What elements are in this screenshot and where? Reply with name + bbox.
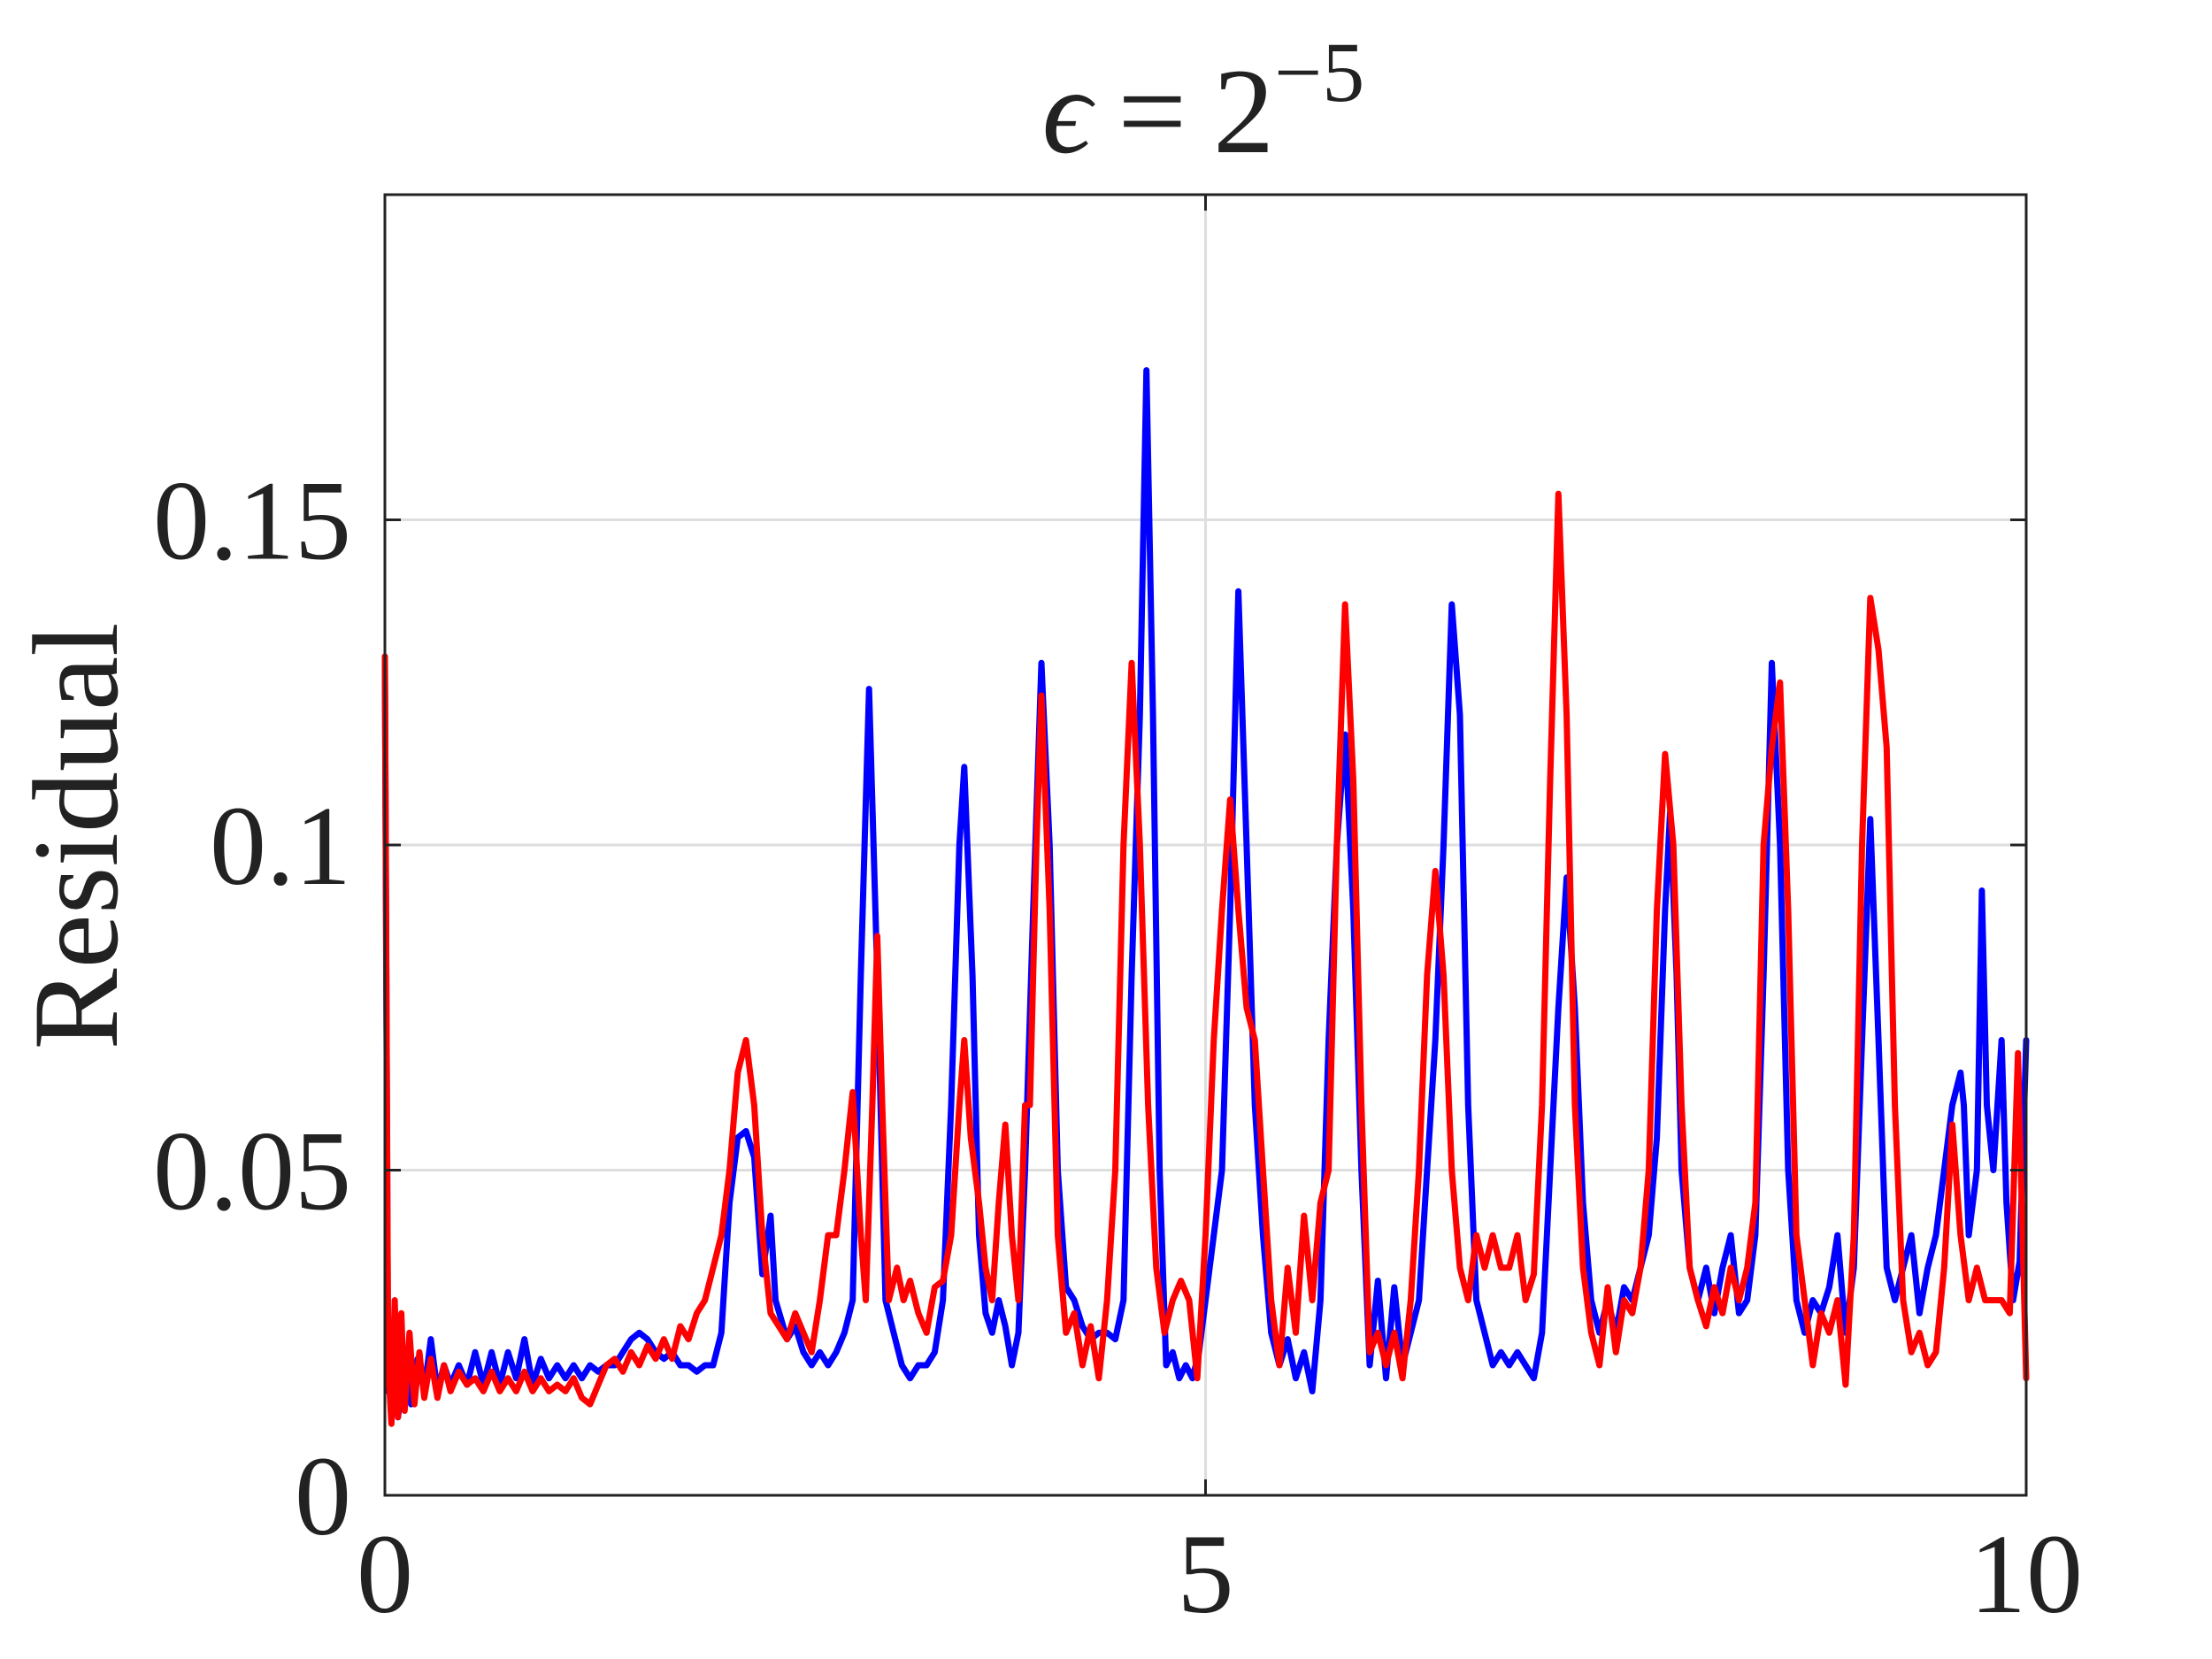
y-tick-label: 0.05 bbox=[153, 1109, 351, 1234]
title-equals: = bbox=[1118, 43, 1187, 179]
y-tick-label: 0.1 bbox=[210, 783, 351, 909]
title-symbol: ϵ bbox=[1042, 43, 1096, 179]
y-tick-label: 0 bbox=[295, 1433, 351, 1559]
grid-lines bbox=[385, 195, 2026, 1495]
y-tick-label: 0.15 bbox=[153, 458, 351, 584]
y-axis-title: Residual bbox=[8, 623, 143, 1050]
x-tick-label: 10 bbox=[1970, 1511, 2083, 1637]
x-tick-label: 5 bbox=[1178, 1511, 1234, 1637]
tick-marks bbox=[383, 195, 2028, 1497]
chart-title: ϵ = 2−5 bbox=[1042, 25, 1365, 179]
x-tick-label: 0 bbox=[357, 1511, 413, 1637]
title-exponent: −5 bbox=[1274, 25, 1364, 119]
title-base: 2 bbox=[1213, 43, 1274, 179]
series-group bbox=[381, 367, 2030, 1427]
tick-labels: 0 0.05 0.1 0.15 0 5 10 bbox=[153, 458, 2083, 1638]
series-line-2 bbox=[381, 490, 2030, 1427]
